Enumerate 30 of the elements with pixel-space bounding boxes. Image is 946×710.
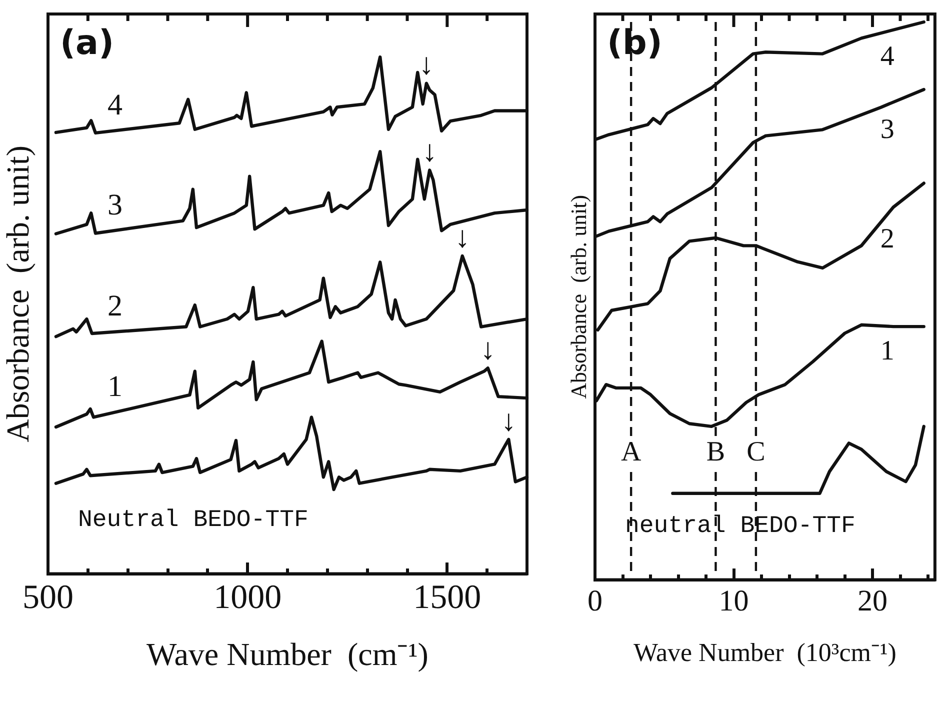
series-label: 2: [108, 290, 123, 323]
y-axis-title: Absorbance (arb. unit): [566, 194, 591, 399]
x-tick-label: 20: [858, 584, 888, 618]
x-tick-label: 1500: [413, 579, 482, 616]
series-label: 3: [108, 188, 123, 222]
annotation: ↓: [454, 220, 470, 254]
series-label: 1: [108, 370, 123, 404]
x-tick-label: 1000: [214, 579, 282, 616]
ref-line-label: C: [746, 436, 766, 468]
series-label: 3: [880, 114, 894, 145]
annotation: neutral BEDO-TTF: [625, 513, 856, 540]
series-label: 2: [880, 224, 894, 255]
annotation: ↓: [480, 332, 496, 366]
annotation: ↓: [422, 135, 438, 168]
series-label: 4: [108, 88, 123, 122]
ref-line-label: A: [620, 436, 642, 468]
annotation: Neutral BEDO-TTF: [78, 507, 308, 534]
y-axis-title: Absorbance (arb. unit): [0, 146, 36, 442]
x-tick-label: 10: [718, 584, 749, 618]
annotation: ↓: [501, 404, 516, 438]
x-axis-title: Wave Number (cm⁻¹): [146, 636, 428, 672]
annotation: ↓: [418, 48, 434, 82]
x-tick-label: 500: [22, 579, 74, 616]
x-axis-title: Wave Number (10³cm⁻¹): [634, 638, 896, 668]
series-label: 4: [880, 40, 894, 72]
annotation: (b): [607, 22, 662, 63]
ref-line-label: B: [706, 436, 726, 468]
series-label: 1: [880, 336, 894, 367]
annotation: (a): [60, 22, 114, 63]
x-tick-label: 0: [588, 584, 602, 618]
